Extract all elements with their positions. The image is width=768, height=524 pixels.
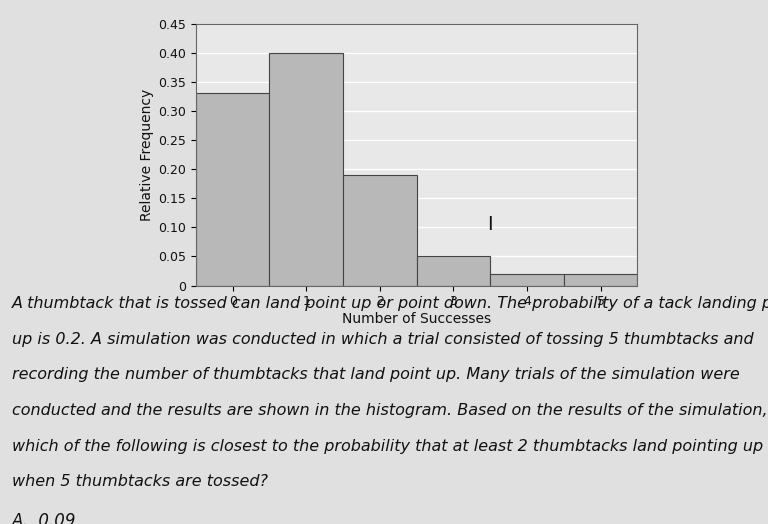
Text: recording the number of thumbtacks that land point up. Many trials of the simula: recording the number of thumbtacks that … — [12, 367, 740, 383]
Text: which of the following is closest to the probability that at least 2 thumbtacks : which of the following is closest to the… — [12, 439, 763, 454]
Y-axis label: Relative Frequency: Relative Frequency — [140, 89, 154, 221]
X-axis label: Number of Successes: Number of Successes — [342, 312, 492, 326]
Bar — [196, 93, 270, 286]
Bar — [490, 274, 564, 286]
Text: up is 0.2. A simulation was conducted in which a trial consisted of tossing 5 th: up is 0.2. A simulation was conducted in… — [12, 332, 753, 347]
Text: conducted and the results are shown in the histogram. Based on the results of th: conducted and the results are shown in t… — [12, 403, 767, 418]
Text: A thumbtack that is tossed can land point up or point down. The probability of a: A thumbtack that is tossed can land poin… — [12, 296, 768, 311]
Bar — [564, 274, 637, 286]
Bar — [270, 53, 343, 286]
Text: when 5 thumbtacks are tossed?: when 5 thumbtacks are tossed? — [12, 474, 267, 489]
Text: I: I — [488, 215, 493, 234]
Bar — [343, 175, 416, 286]
Bar — [416, 256, 490, 286]
Text: A.  0.09: A. 0.09 — [12, 512, 76, 524]
